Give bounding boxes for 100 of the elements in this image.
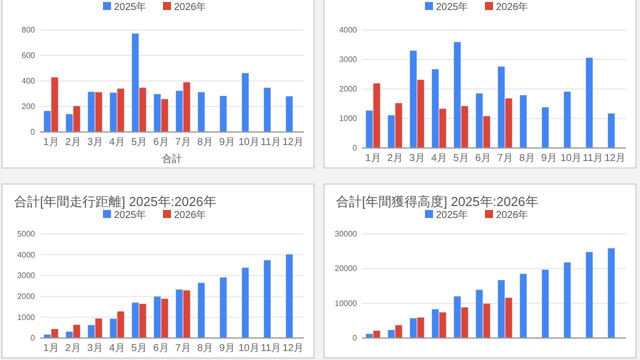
bar xyxy=(73,324,80,338)
x-tick-label: 5月 xyxy=(131,137,147,148)
x-tick-label: 1月 xyxy=(43,343,59,354)
bar xyxy=(183,82,190,132)
bar xyxy=(432,69,439,148)
bar xyxy=(432,309,439,338)
bar xyxy=(176,290,183,338)
bar xyxy=(110,92,117,132)
bar xyxy=(139,304,146,338)
bar xyxy=(286,254,293,338)
bar xyxy=(388,115,395,148)
x-tick-label: 3月 xyxy=(87,343,103,354)
y-tick-label: 3000 xyxy=(339,55,358,64)
x-tick-label: 7月 xyxy=(175,343,191,354)
x-tick-label: 4月 xyxy=(109,343,125,354)
bar xyxy=(176,90,183,132)
bar xyxy=(95,92,102,132)
bar xyxy=(51,329,58,338)
x-tick-label: 6月 xyxy=(475,153,491,164)
legend-label: 2025年 xyxy=(436,209,468,221)
bar xyxy=(586,252,593,338)
bar xyxy=(242,73,249,132)
y-tick-label: 0 xyxy=(30,128,36,137)
y-tick-label: 30000 xyxy=(334,230,358,239)
legend-label: 2026年 xyxy=(174,209,206,221)
bar xyxy=(608,248,615,338)
y-tick-label: 1000 xyxy=(17,312,36,322)
y-tick-label: 0 xyxy=(352,334,358,343)
y-tick-label: 4000 xyxy=(17,250,36,260)
legend-label: 2025年 xyxy=(436,1,468,13)
legend-label: 2026年 xyxy=(496,1,528,13)
bar xyxy=(564,92,571,148)
x-tick-label: 10月 xyxy=(238,343,260,354)
x-tick-label: 9月 xyxy=(219,137,235,148)
bar xyxy=(139,88,146,132)
x-tick-label: 10月 xyxy=(238,137,260,148)
bar xyxy=(410,50,417,148)
bar xyxy=(373,83,380,148)
bar xyxy=(117,311,124,338)
y-tick-label: 5000 xyxy=(17,230,36,239)
x-tick-label: 6月 xyxy=(153,137,169,148)
bar xyxy=(439,312,446,338)
bar xyxy=(286,96,293,132)
x-tick-label: 12月 xyxy=(604,153,626,164)
bar xyxy=(220,277,227,338)
x-tick-label: 8月 xyxy=(197,343,213,354)
bar xyxy=(264,260,271,338)
x-tick-label: 4月 xyxy=(431,153,447,164)
y-tick-label: 400 xyxy=(22,76,36,86)
bar xyxy=(417,80,424,148)
x-tick-label: 8月 xyxy=(197,137,213,148)
y-tick-label: 4000 xyxy=(339,26,358,35)
x-tick-label: 7月 xyxy=(497,153,513,164)
x-tick-label: 6月 xyxy=(153,343,169,354)
x-tick-label: 3月 xyxy=(409,153,425,164)
bar xyxy=(132,302,139,338)
bar xyxy=(51,77,58,132)
bar xyxy=(461,307,468,338)
bar xyxy=(498,66,505,148)
bar xyxy=(154,296,161,338)
y-tick-label: 2000 xyxy=(339,84,358,94)
bar xyxy=(161,99,168,132)
x-tick-label: 12月 xyxy=(282,343,304,354)
bar xyxy=(498,280,505,338)
bar xyxy=(161,298,168,338)
x-tick-label: 9月 xyxy=(219,343,235,354)
bar xyxy=(88,325,95,338)
bar xyxy=(66,332,73,338)
x-tick-label: 10月 xyxy=(560,153,582,164)
y-tick-label: 3000 xyxy=(17,271,36,280)
y-tick-label: 200 xyxy=(22,102,36,112)
legend-label: 2025年 xyxy=(114,209,146,221)
bar xyxy=(520,95,527,148)
bar xyxy=(395,103,402,148)
bar xyxy=(373,330,380,338)
x-tick-label: 5月 xyxy=(131,343,147,354)
bar xyxy=(73,106,80,132)
y-tick-label: 1000 xyxy=(339,114,358,124)
bar xyxy=(483,304,490,338)
y-tick-label: 20000 xyxy=(334,264,358,274)
x-tick-label: 9月 xyxy=(541,153,557,164)
bar xyxy=(505,298,512,338)
bar xyxy=(439,108,446,148)
bar xyxy=(608,113,615,148)
bar xyxy=(476,290,483,338)
bar xyxy=(454,296,461,338)
x-tick-label: 11月 xyxy=(260,137,282,148)
bar xyxy=(454,42,461,148)
chart-title: 合計[年間走行距離] 2025年:2026年 xyxy=(14,194,216,209)
bar xyxy=(366,110,373,148)
x-tick-label: 1月 xyxy=(43,137,59,148)
x-tick-label: 2月 xyxy=(65,137,81,148)
bar xyxy=(117,88,124,132)
bar xyxy=(264,88,271,132)
bar xyxy=(520,274,527,338)
bar xyxy=(410,318,417,338)
bar xyxy=(395,325,402,338)
y-tick-label: 0 xyxy=(30,334,36,343)
legend-label: 2026年 xyxy=(174,1,206,13)
x-tick-label: 2月 xyxy=(65,343,81,354)
